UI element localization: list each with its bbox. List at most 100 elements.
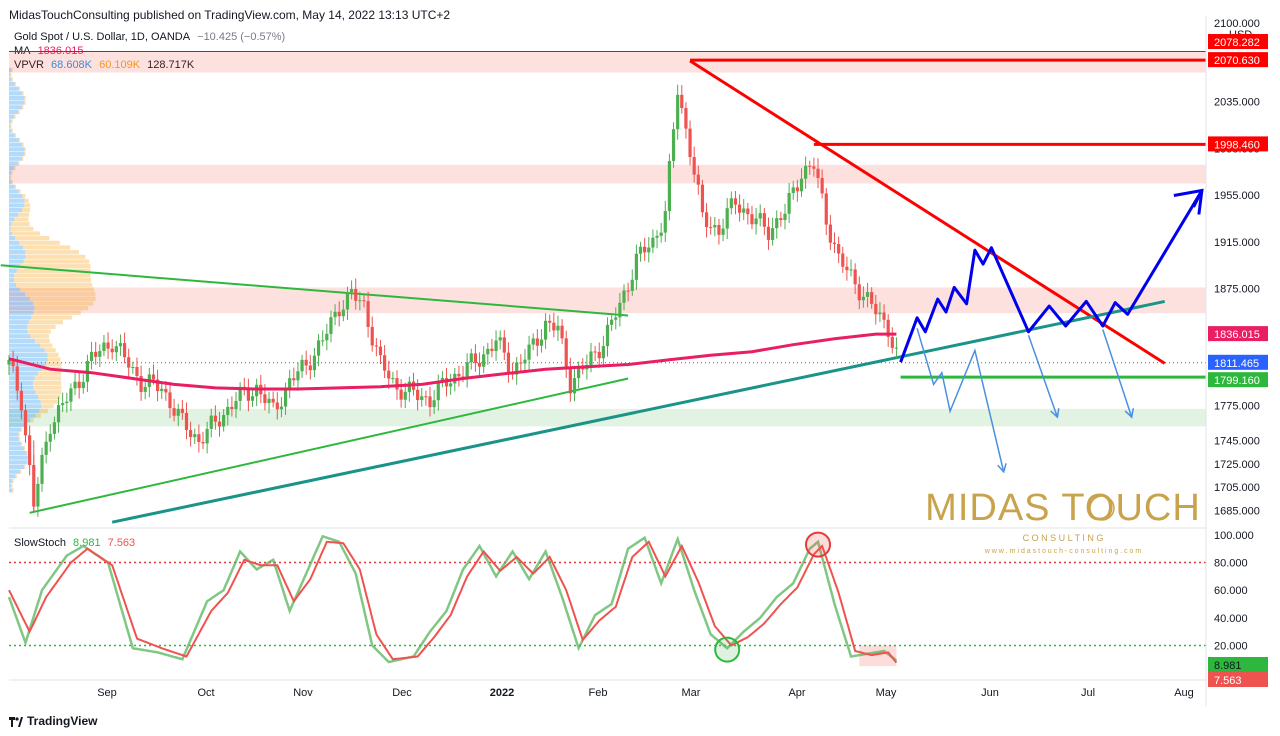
projection-alt-path-1 [1027, 335, 1059, 418]
candle-body [337, 311, 341, 317]
price-tick-label: 1955.000 [1214, 190, 1260, 202]
stoch-label-d-text: 7.563 [1214, 675, 1242, 687]
volume-bar-blue [9, 151, 25, 157]
price-label-4-bg [1208, 372, 1268, 388]
candle-body [486, 348, 490, 355]
tradingview-footer[interactable]: TradingView [9, 714, 97, 728]
volume-bar-blue [9, 147, 25, 152]
volume-bar-orange [34, 376, 62, 381]
stoch-marker-green [714, 636, 741, 663]
candle-body [61, 403, 65, 406]
volume-bar-blue [9, 460, 27, 465]
candle-body [263, 394, 267, 404]
volume-bar-blue [9, 334, 31, 339]
candle-body [127, 357, 131, 368]
projection-alt-arrowhead-1 [1050, 408, 1060, 419]
volume-bar-orange [12, 478, 14, 484]
candle-body [696, 174, 700, 185]
volume-bar-orange [35, 390, 62, 395]
candle-body [709, 227, 713, 229]
candle-body [622, 290, 626, 303]
candle-body [647, 247, 651, 253]
candle-body [155, 379, 160, 392]
candle-body [440, 378, 444, 382]
volume-bar-blue [9, 469, 20, 474]
time-tick-label: Jul [1081, 687, 1095, 699]
volume-bar-blue [9, 338, 35, 343]
candle-body [28, 435, 32, 465]
candle-body [845, 266, 849, 271]
candle-body [279, 406, 284, 410]
volume-bar-blue [9, 128, 12, 133]
volume-bar-blue [9, 175, 11, 180]
candle-body [498, 337, 502, 341]
candle-body [837, 244, 841, 254]
time-tick-label: Jun [981, 687, 999, 699]
candle-body [102, 342, 106, 352]
volume-bar-orange [33, 385, 62, 390]
candle-body [407, 381, 411, 392]
volume-bar-orange [18, 432, 20, 437]
candle-body [354, 288, 358, 301]
candle-body [139, 375, 143, 392]
candle-body [189, 429, 193, 438]
volume-bar-blue [9, 170, 12, 175]
price-label-0-text: 2070.630 [1214, 55, 1260, 67]
candle-body [424, 396, 428, 398]
volume-bar-blue [9, 142, 23, 147]
volume-bar-orange [18, 212, 30, 217]
candle-body [465, 362, 469, 378]
volume-bar-blue [9, 231, 12, 236]
volume-bar-blue [9, 95, 25, 101]
volume-bar-blue [9, 320, 29, 325]
candle-body [795, 187, 799, 192]
candle-body [548, 320, 552, 323]
vpvr-legend: VPVR 68.608K 60.109K 128.717K [14, 58, 198, 72]
price-label-1: 1998.460 [1208, 136, 1268, 152]
volume-bar-orange [24, 203, 31, 208]
candle-body [391, 378, 395, 380]
price-label-4: 1799.160 [1208, 372, 1268, 388]
candle-body [655, 235, 659, 238]
candle-body [816, 168, 820, 178]
candle-body [746, 208, 750, 215]
candle-body [729, 198, 733, 209]
candle-body [333, 311, 337, 318]
stoch-tick-label: 80.000 [1214, 558, 1248, 570]
volume-bar-orange [14, 217, 29, 222]
candle-body [213, 415, 217, 422]
candle-body [416, 389, 420, 401]
trendline-falling-resistance [689, 59, 1166, 365]
candle-body [667, 160, 672, 212]
volume-bar-blue [9, 222, 12, 227]
candle-body [828, 224, 832, 243]
candle-body [288, 378, 292, 389]
projection-main-arrowhead [1173, 188, 1204, 215]
candle-body [7, 359, 11, 365]
volume-bar-orange [24, 147, 26, 152]
volume-bar-blue [9, 324, 28, 329]
volume-bar-orange [20, 264, 91, 269]
price-tick-label: 1705.000 [1214, 482, 1260, 494]
stoch-tick-label: 20.000 [1214, 640, 1248, 652]
candle-body [771, 228, 775, 240]
volume-bar-blue [9, 189, 19, 194]
candle-body [791, 187, 795, 193]
price-label-3: 1811.465 [1208, 354, 1268, 370]
price-tick-label: 1745.000 [1214, 435, 1260, 447]
candle-body [94, 351, 98, 357]
volume-bar-orange [11, 119, 13, 124]
candle-body [713, 224, 717, 228]
candle-body [634, 253, 638, 280]
candle-body [23, 410, 28, 436]
candle-body [725, 208, 729, 229]
time-tick-label: Nov [293, 687, 313, 699]
volume-bar-blue [9, 179, 12, 185]
stoch-d-value: 7.563 [107, 537, 136, 549]
candle-body [69, 388, 73, 402]
candle-body [122, 343, 127, 358]
volume-bar-orange [30, 418, 34, 423]
volume-bar-orange [14, 184, 17, 189]
candle-body [861, 296, 866, 301]
